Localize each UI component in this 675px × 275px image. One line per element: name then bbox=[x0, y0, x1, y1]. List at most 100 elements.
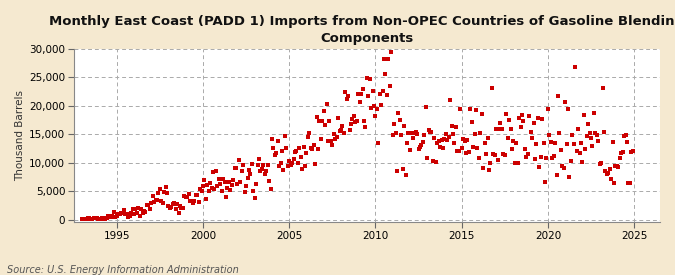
Point bbox=[232, 182, 243, 186]
Point bbox=[531, 142, 542, 147]
Point bbox=[432, 141, 443, 145]
Point bbox=[396, 133, 407, 137]
Point bbox=[593, 139, 603, 143]
Point bbox=[147, 194, 158, 199]
Point bbox=[488, 152, 499, 156]
Point bbox=[178, 206, 188, 210]
Point bbox=[581, 133, 592, 138]
Point bbox=[468, 145, 479, 150]
Point bbox=[514, 116, 524, 120]
Point bbox=[386, 50, 397, 55]
Point bbox=[510, 160, 520, 165]
Point bbox=[421, 105, 431, 110]
Point bbox=[522, 152, 533, 156]
Point bbox=[478, 166, 489, 170]
Point bbox=[286, 163, 296, 167]
Point bbox=[538, 141, 549, 145]
Point bbox=[213, 177, 224, 182]
Point bbox=[146, 201, 157, 206]
Point bbox=[234, 158, 244, 163]
Point bbox=[92, 217, 103, 222]
Point bbox=[325, 139, 336, 144]
Point bbox=[609, 181, 620, 185]
Point bbox=[572, 126, 583, 131]
Point bbox=[304, 131, 315, 136]
Point bbox=[281, 146, 292, 150]
Point bbox=[364, 76, 375, 81]
Point bbox=[591, 133, 602, 138]
Point bbox=[431, 160, 441, 164]
Point bbox=[179, 194, 190, 199]
Point bbox=[328, 132, 339, 136]
Point bbox=[148, 200, 159, 204]
Point bbox=[545, 140, 556, 144]
Point bbox=[105, 215, 116, 219]
Point bbox=[446, 124, 457, 128]
Point bbox=[133, 206, 144, 210]
Point bbox=[554, 131, 565, 135]
Point bbox=[264, 179, 275, 183]
Point bbox=[160, 185, 171, 189]
Point bbox=[130, 207, 141, 211]
Point bbox=[295, 154, 306, 159]
Point bbox=[189, 199, 200, 203]
Point bbox=[272, 139, 283, 143]
Point bbox=[578, 113, 589, 117]
Point bbox=[616, 151, 626, 155]
Point bbox=[567, 133, 578, 137]
Point bbox=[236, 169, 247, 173]
Point bbox=[624, 181, 635, 186]
Point bbox=[248, 189, 259, 193]
Point bbox=[561, 142, 572, 146]
Point bbox=[557, 164, 568, 169]
Point bbox=[308, 142, 319, 147]
Point bbox=[313, 147, 323, 152]
Point bbox=[530, 157, 541, 161]
Point bbox=[613, 165, 624, 170]
Point bbox=[539, 180, 550, 184]
Y-axis label: Thousand Barrels: Thousand Barrels bbox=[15, 90, 25, 181]
Point bbox=[381, 93, 392, 97]
Point bbox=[209, 187, 220, 191]
Point bbox=[88, 216, 99, 221]
Point bbox=[167, 202, 178, 206]
Point bbox=[608, 140, 618, 145]
Point bbox=[464, 150, 475, 155]
Point bbox=[124, 214, 135, 218]
Point bbox=[254, 157, 265, 162]
Point bbox=[196, 189, 207, 193]
Point bbox=[117, 211, 128, 215]
Point bbox=[230, 166, 240, 170]
Point bbox=[583, 122, 593, 127]
Point bbox=[481, 152, 491, 156]
Point bbox=[327, 143, 338, 147]
Point bbox=[495, 120, 506, 125]
Point bbox=[425, 130, 435, 135]
Point bbox=[338, 131, 349, 136]
Point bbox=[541, 155, 552, 160]
Point bbox=[82, 216, 93, 220]
Point bbox=[568, 141, 579, 146]
Point bbox=[337, 124, 348, 128]
Point bbox=[429, 135, 439, 140]
Point bbox=[605, 176, 616, 181]
Point bbox=[369, 104, 379, 109]
Point bbox=[505, 127, 516, 131]
Point bbox=[287, 161, 298, 165]
Point bbox=[560, 99, 570, 104]
Point bbox=[288, 157, 299, 162]
Point bbox=[134, 214, 145, 219]
Point bbox=[370, 114, 381, 119]
Point bbox=[307, 147, 318, 151]
Point bbox=[406, 131, 416, 135]
Point bbox=[215, 182, 225, 187]
Point bbox=[414, 144, 425, 149]
Point bbox=[504, 117, 514, 122]
Point bbox=[427, 159, 438, 163]
Point bbox=[203, 189, 214, 194]
Point bbox=[520, 146, 531, 151]
Point bbox=[137, 211, 148, 215]
Point bbox=[347, 117, 358, 121]
Point bbox=[548, 154, 559, 159]
Point bbox=[166, 205, 177, 209]
